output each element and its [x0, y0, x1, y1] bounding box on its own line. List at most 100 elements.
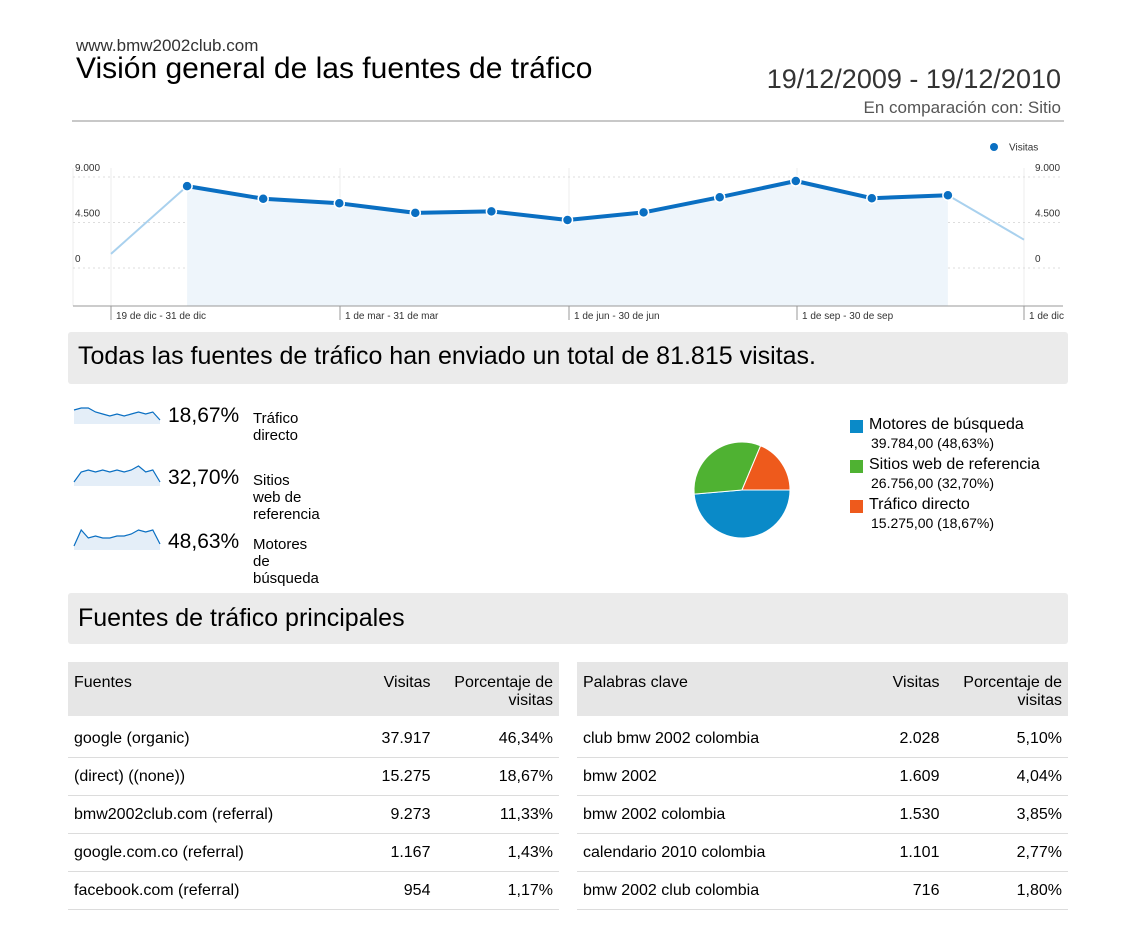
- data-point[interactable]: [942, 189, 954, 201]
- y-tick-label-right: 0: [1035, 254, 1041, 265]
- visits-cell: 37.917: [364, 716, 437, 758]
- table-row: bmw 2002 club colombia 716 1,80%: [577, 871, 1068, 910]
- data-point[interactable]: [257, 192, 269, 205]
- source-link[interactable]: (direct) ((none)): [68, 757, 365, 796]
- data-point[interactable]: [866, 192, 878, 204]
- legend-name: Sitios web de referencia: [869, 456, 1040, 473]
- keyword-link[interactable]: bmw 2002 colombia: [577, 795, 874, 834]
- data-point[interactable]: [637, 206, 650, 219]
- source-name-link[interactable]: Motores de búsqueda: [253, 536, 319, 587]
- sparkline-area: [74, 466, 160, 486]
- col-header-percent[interactable]: Porcentaje de visitas: [436, 662, 559, 716]
- sparkline-area: [74, 530, 160, 550]
- visits-line-chart: 19 de dic - 31 de dic 1 de mar - 31 de ma…: [72, 143, 1064, 322]
- source-percent: 48,63%: [168, 530, 240, 553]
- source-link[interactable]: bmw2002club.com (referral): [68, 795, 365, 834]
- date-range[interactable]: 19/12/2009 - 19/12/2010: [766, 64, 1061, 94]
- sparkline-line: [73, 407, 161, 421]
- keywords-table: Palabras clave Visitas Porcentaje de vis…: [577, 662, 1068, 910]
- col-header-visits[interactable]: Visitas: [364, 662, 437, 716]
- source-link[interactable]: facebook.com (referral): [68, 871, 365, 910]
- pie-slice[interactable]: [693, 441, 762, 495]
- source-link[interactable]: google (organic): [68, 716, 365, 758]
- page-title: Visión general de las fuentes de tráfico: [76, 52, 593, 85]
- table-row: facebook.com (referral) 954 1,17%: [68, 871, 559, 910]
- percent-cell: 1,80%: [945, 871, 1068, 910]
- x-tick-label: 1 de mar - 31 de mar: [345, 311, 439, 322]
- percent-cell: 18,67%: [436, 757, 559, 796]
- table-row: bmw 2002 colombia 1.530 3,85%: [577, 795, 1068, 834]
- percent-cell: 4,04%: [945, 757, 1068, 796]
- y-tick-label-right: 4.500: [1035, 209, 1060, 220]
- traffic-pie-chart: [693, 441, 791, 539]
- visits-cell: 2.028: [873, 716, 946, 758]
- table-row: (direct) ((none)) 15.275 18,67%: [68, 757, 559, 796]
- legend-swatch: [850, 500, 863, 513]
- col-header-percent[interactable]: Porcentaje de visitas: [945, 662, 1068, 716]
- legend-value: 39.784,00 (48,63%): [871, 435, 994, 451]
- visits-cell: 1.101: [873, 833, 946, 872]
- x-tick-label: 1 de dic: [1029, 311, 1064, 322]
- keyword-link[interactable]: bmw 2002: [577, 757, 874, 796]
- legend-marker: [990, 143, 998, 151]
- series-edge-segment: [947, 194, 1025, 241]
- y-tick-label-left: 9.000: [75, 163, 100, 174]
- keyword-link[interactable]: calendario 2010 colombia: [577, 833, 874, 872]
- sparkline: [73, 528, 161, 550]
- sparkline: [73, 407, 161, 424]
- data-point[interactable]: [485, 205, 498, 218]
- y-tick-label-left: 4.500: [75, 209, 100, 220]
- total-visits-banner: Todas las fuentes de tráfico han enviado…: [68, 332, 1068, 384]
- visits-cell: 1.167: [364, 833, 437, 872]
- percent-cell: 11,33%: [436, 795, 559, 834]
- col-header-sources[interactable]: Fuentes: [68, 662, 365, 716]
- x-tick-label: 19 de dic - 31 de dic: [116, 311, 206, 322]
- legend-label: Visitas: [1009, 143, 1038, 154]
- source-percent: 18,67%: [168, 404, 240, 427]
- sparkline: [73, 465, 161, 486]
- table-row: calendario 2010 colombia 1.101 2,77%: [577, 833, 1068, 872]
- pie-slice[interactable]: [741, 445, 791, 491]
- visits-cell: 9.273: [364, 795, 437, 834]
- header-divider: [72, 120, 1064, 122]
- series-edge-segment: [110, 185, 188, 255]
- source-name-link[interactable]: Sitios web de referencia: [253, 472, 320, 523]
- source-link[interactable]: google.com.co (referral): [68, 833, 365, 872]
- table-row: google (organic) 37.917 46,34%: [68, 716, 559, 758]
- visits-cell: 15.275: [364, 757, 437, 796]
- x-tick-label: 1 de jun - 30 de jun: [574, 311, 660, 322]
- data-point[interactable]: [561, 214, 574, 226]
- percent-cell: 1,43%: [436, 833, 559, 872]
- source-name-link[interactable]: Tráfico directo: [253, 410, 299, 444]
- data-point[interactable]: [333, 197, 346, 210]
- top-sources-banner: Fuentes de tráfico principales: [68, 593, 1068, 644]
- percent-cell: 1,17%: [436, 871, 559, 910]
- col-header-visits[interactable]: Visitas: [873, 662, 946, 716]
- col-header-keywords[interactable]: Palabras clave: [577, 662, 874, 716]
- visits-cell: 1.530: [873, 795, 946, 834]
- legend-name: Motores de búsqueda: [869, 416, 1024, 433]
- series-area: [187, 181, 948, 306]
- top-sources-heading: Fuentes de tráfico principales: [78, 604, 405, 632]
- y-tick-label-left: 0: [75, 254, 81, 265]
- table-row: bmw 2002 1.609 4,04%: [577, 757, 1068, 796]
- site-url: www.bmw2002club.com: [76, 36, 259, 55]
- data-point[interactable]: [713, 191, 726, 203]
- keyword-link[interactable]: club bmw 2002 colombia: [577, 716, 874, 758]
- visits-cell: 1.609: [873, 757, 946, 796]
- percent-cell: 3,85%: [945, 795, 1068, 834]
- pie-slice[interactable]: [693, 489, 791, 539]
- sparkline-area: [74, 408, 160, 424]
- data-point[interactable]: [409, 207, 422, 219]
- legend-swatch: [850, 420, 863, 433]
- legend-swatch: [850, 460, 863, 473]
- total-visits-headline: Todas las fuentes de tráfico han enviado…: [78, 342, 816, 370]
- data-point[interactable]: [790, 175, 802, 187]
- percent-cell: 46,34%: [436, 716, 559, 758]
- keyword-link[interactable]: bmw 2002 club colombia: [577, 871, 874, 910]
- legend-value: 15.275,00 (18,67%): [871, 515, 994, 531]
- percent-cell: 2,77%: [945, 833, 1068, 872]
- sources-table: Fuentes Visitas Porcentaje de visitas go…: [68, 662, 559, 910]
- visits-cell: 954: [364, 871, 437, 910]
- data-point[interactable]: [181, 180, 193, 192]
